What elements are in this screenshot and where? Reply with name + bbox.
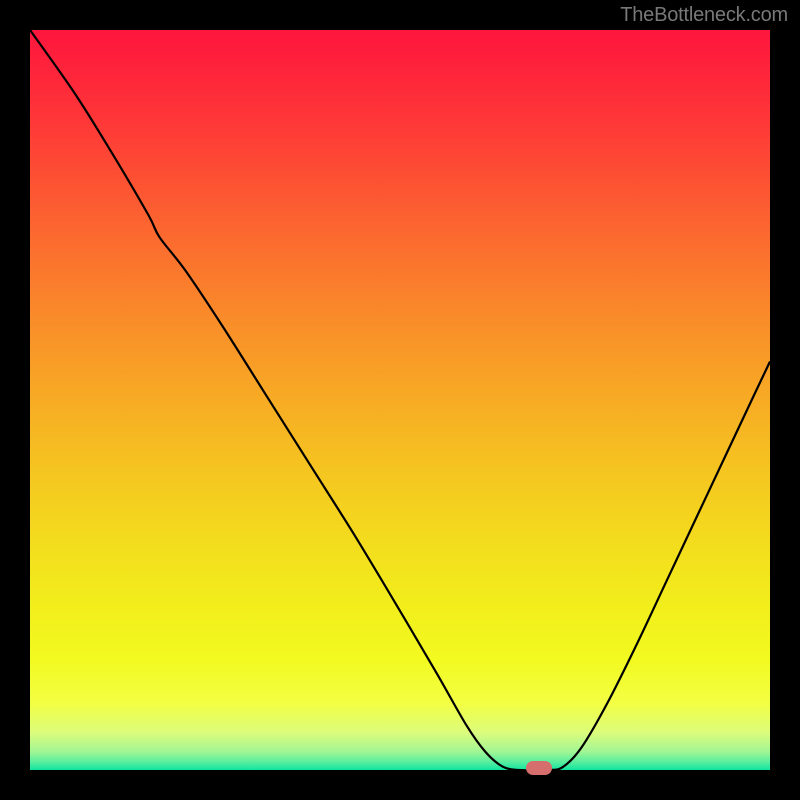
bottleneck-curve <box>30 30 770 770</box>
plot-area <box>30 30 770 770</box>
optimal-point-marker <box>526 761 552 775</box>
watermark-text: TheBottleneck.com <box>620 4 788 27</box>
